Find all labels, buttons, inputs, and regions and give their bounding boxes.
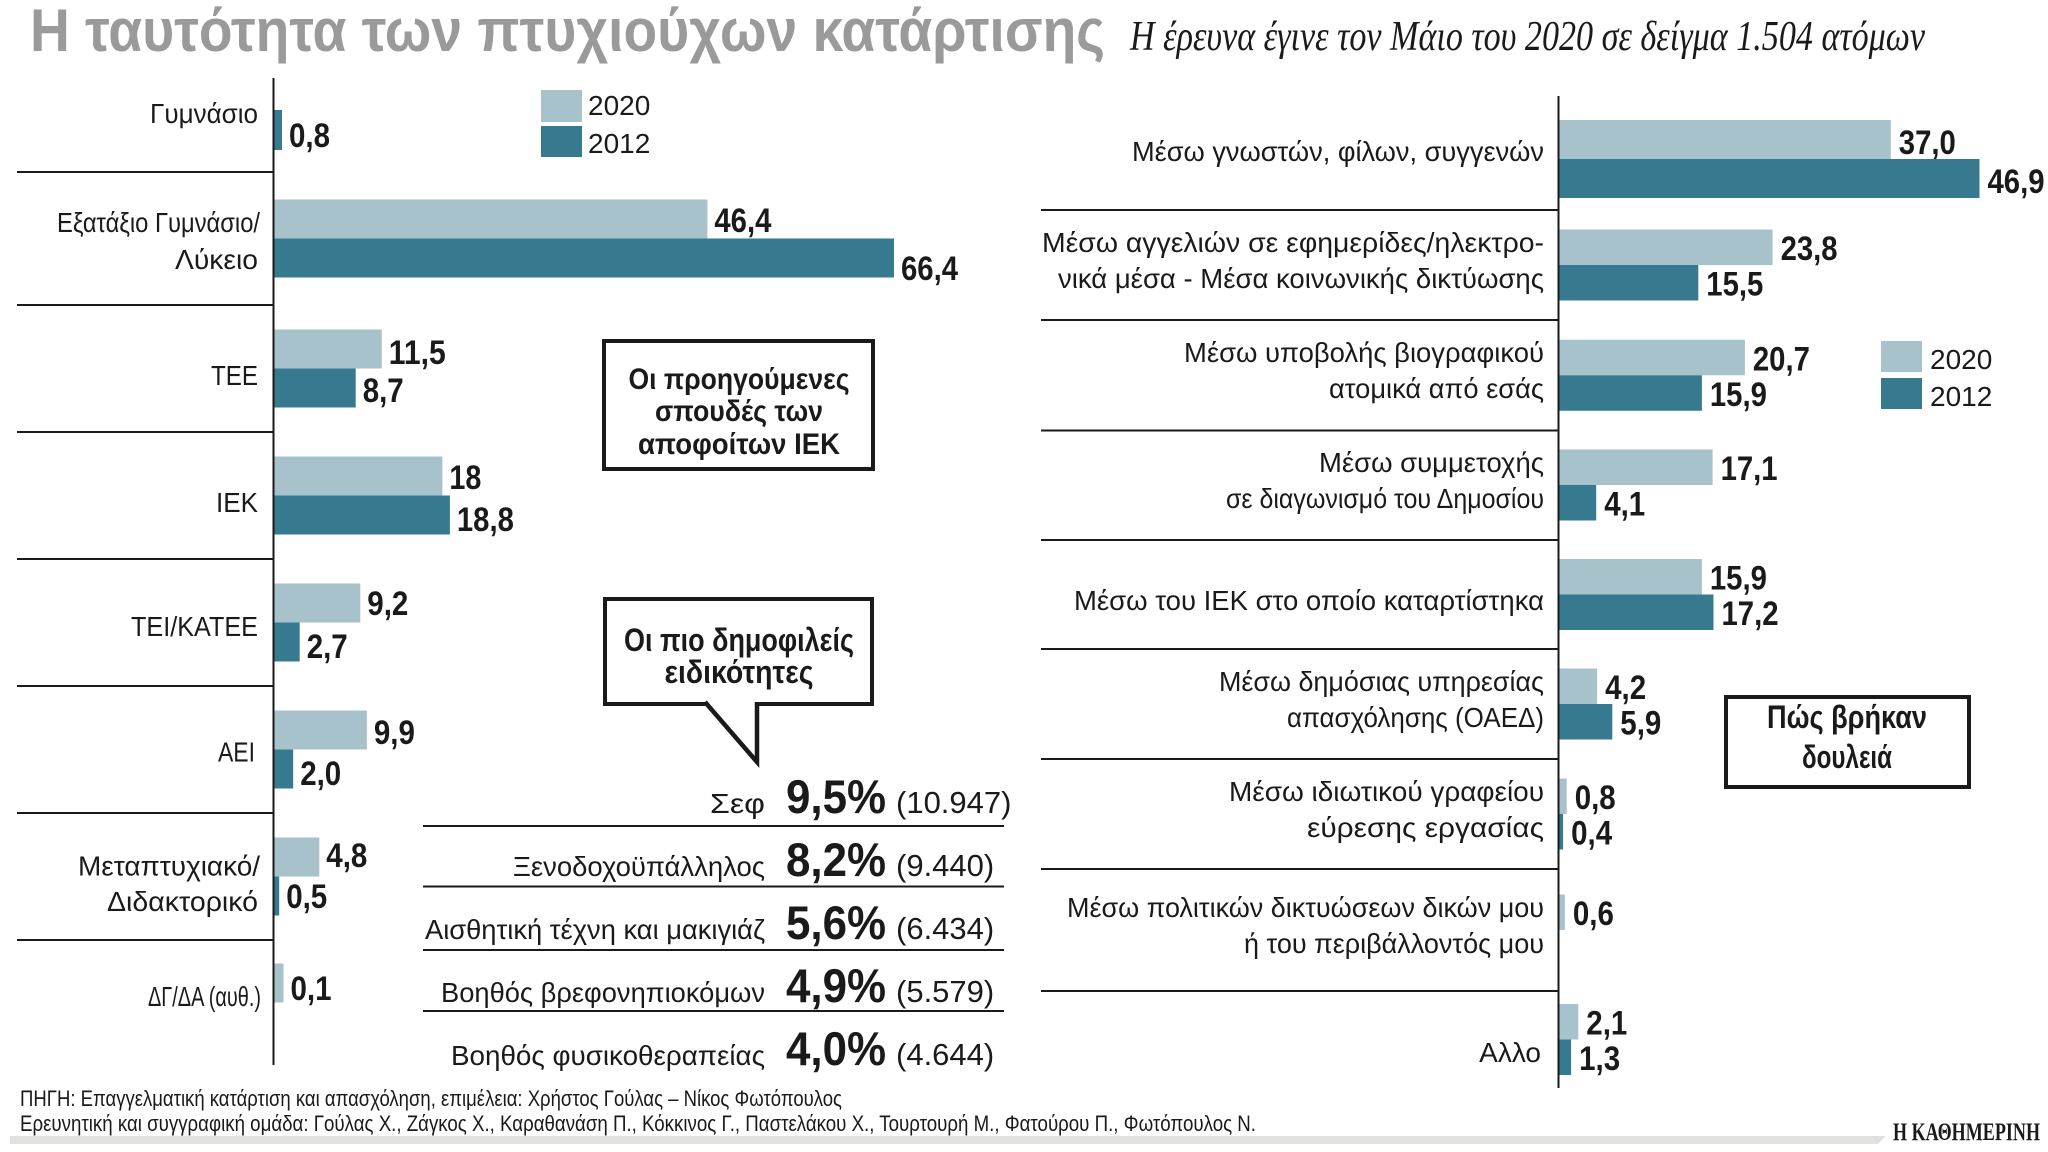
svg-text:Ξενοδοχοϋπάλληλος: Ξενοδοχοϋπάλληλος [513,851,765,882]
svg-text:αποφοίτων ΙΕΚ: αποφοίτων ΙΕΚ [638,428,840,461]
svg-text:Οι πιο δημοφιλείς: Οι πιο δημοφιλείς [624,622,854,658]
svg-text:0,8: 0,8 [1575,779,1616,817]
svg-text:9,5%: 9,5% [786,770,886,823]
svg-text:4,8: 4,8 [326,837,367,875]
svg-text:2020: 2020 [588,90,650,121]
svg-text:2012: 2012 [588,128,650,159]
svg-text:ΠΗΓΗ: Επαγγελματική κατάρτιση: ΠΗΓΗ: Επαγγελματική κατάρτιση και απασχό… [20,1086,842,1111]
svg-text:4,9%: 4,9% [786,959,886,1012]
svg-text:2012: 2012 [1930,381,1992,412]
svg-text:(6.434): (6.434) [896,911,994,946]
svg-text:ατομικά από εσάς: ατομικά από εσάς [1329,373,1544,404]
svg-text:11,5: 11,5 [389,334,446,372]
svg-text:8,7: 8,7 [363,372,404,410]
svg-text:Βοηθός φυσικοθεραπείας: Βοηθός φυσικοθεραπείας [451,1040,765,1071]
svg-text:(9.440): (9.440) [896,848,994,883]
svg-text:15,9: 15,9 [1710,560,1767,598]
svg-text:ΔΓ/ΔΑ (αυθ.): ΔΓ/ΔΑ (αυθ.) [148,981,261,1012]
svg-text:δουλειά: δουλειά [1802,739,1892,775]
svg-text:Μέσω αγγελιών σε εφημερίδες/ηλ: Μέσω αγγελιών σε εφημερίδες/ηλεκτρο- [1042,227,1544,258]
svg-text:Μέσω συμμετοχής: Μέσω συμμετοχής [1319,447,1544,478]
svg-text:17,1: 17,1 [1721,450,1778,488]
svg-text:Ερευνητική και συγγραφική ομάδ: Ερευνητική και συγγραφική ομάδα: Γούλας … [20,1111,1256,1136]
svg-text:Γυμνάσιο: Γυμνάσιο [150,98,258,129]
svg-text:1,3: 1,3 [1579,1040,1620,1078]
svg-text:2020: 2020 [1930,344,1992,375]
svg-text:5,9: 5,9 [1620,705,1661,743]
svg-text:σπουδές των: σπουδές των [655,395,823,428]
svg-text:(4.644): (4.644) [896,1037,994,1072]
svg-text:46,4: 46,4 [714,202,771,240]
svg-text:2,1: 2,1 [1586,1005,1627,1043]
svg-text:17,2: 17,2 [1722,595,1779,633]
svg-text:4,2: 4,2 [1605,669,1646,707]
svg-text:20,7: 20,7 [1753,340,1810,378]
svg-text:Μεταπτυχιακό/: Μεταπτυχιακό/ [78,851,260,882]
svg-text:Μέσω δημόσιας υπηρεσίας: Μέσω δημόσιας υπηρεσίας [1219,666,1544,697]
svg-text:18: 18 [449,459,481,497]
svg-text:Διδακτορικό: Διδακτορικό [107,886,258,917]
svg-text:απασχόλησης (ΟΑΕΔ): απασχόλησης (ΟΑΕΔ) [1287,702,1544,733]
svg-text:15,9: 15,9 [1710,376,1767,414]
svg-text:Πώς βρήκαν: Πώς βρήκαν [1767,699,1927,735]
svg-text:5,6%: 5,6% [786,896,886,949]
svg-text:Μέσω υποβολής βιογραφικού: Μέσω υποβολής βιογραφικού [1184,337,1544,368]
svg-text:37,0: 37,0 [1899,124,1956,162]
svg-text:ΤΕΙ/ΚΑΤΕΕ: ΤΕΙ/ΚΑΤΕΕ [131,611,258,642]
svg-text:σε διαγωνισμό του Δημοσίου: σε διαγωνισμό του Δημοσίου [1226,483,1544,514]
svg-text:εύρεσης εργασίας: εύρεσης εργασίας [1307,812,1544,843]
svg-text:0,6: 0,6 [1573,895,1614,933]
svg-text:15,5: 15,5 [1706,266,1763,304]
svg-text:(10.947): (10.947) [896,785,1011,820]
svg-text:9,2: 9,2 [367,585,408,623]
svg-text:2,7: 2,7 [307,628,348,666]
svg-text:Αισθητική τέχνη και μακιγιάζ: Αισθητική τέχνη και μακιγιάζ [425,914,765,945]
svg-text:Εξατάξιο Γυμνάσιο/: Εξατάξιο Γυμνάσιο/ [57,207,260,238]
svg-text:ή του περιβάλλοντός μου: ή του περιβάλλοντός μου [1244,928,1544,959]
svg-text:Η ταυτότητα των πτυχιούχων κατ: Η ταυτότητα των πτυχιούχων κατάρτισης [30,0,1105,64]
svg-text:Λύκειο: Λύκειο [175,244,258,275]
svg-text:66,4: 66,4 [901,250,958,288]
svg-text:46,9: 46,9 [1988,163,2045,201]
svg-text:Βοηθός βρεφονηπιοκόμων: Βοηθός βρεφονηπιοκόμων [441,977,765,1008]
svg-text:9,9: 9,9 [374,714,415,752]
svg-text:(5.579): (5.579) [896,974,994,1009]
svg-text:Μέσω του ΙΕΚ στο οποίο καταρτί: Μέσω του ΙΕΚ στο οποίο καταρτίστηκα [1074,585,1544,616]
svg-text:Μέσω γνωστών, φίλων, συγγενών: Μέσω γνωστών, φίλων, συγγενών [1132,136,1544,167]
svg-text:4,1: 4,1 [1604,486,1645,524]
svg-text:νικά μέσα - Μέσα κοινωνικής δι: νικά μέσα - Μέσα κοινωνικής δικτύωσης [1058,263,1544,294]
svg-text:ΙΕΚ: ΙΕΚ [216,487,258,518]
svg-text:8,2%: 8,2% [786,833,886,886]
svg-text:Η έρευνα έγινε τον Μάιο του 20: Η έρευνα έγινε τον Μάιο του 2020 σε δείγ… [1129,14,1925,60]
svg-text:ΑΕΙ: ΑΕΙ [218,737,255,768]
svg-text:Οι προηγούμενες: Οι προηγούμενες [629,363,850,396]
svg-text:0,8: 0,8 [289,117,330,155]
svg-text:23,8: 23,8 [1781,230,1838,268]
svg-text:18,8: 18,8 [457,501,514,539]
svg-text:0,5: 0,5 [286,878,327,916]
svg-text:0,4: 0,4 [1571,815,1612,853]
svg-text:ΤΕΕ: ΤΕΕ [211,360,258,391]
svg-text:Μέσω ιδιωτικού γραφείου: Μέσω ιδιωτικού γραφείου [1229,776,1544,807]
svg-text:ειδικότητες: ειδικότητες [665,654,814,690]
svg-text:Σεφ: Σεφ [710,788,765,819]
svg-text:Αλλο: Αλλο [1479,1037,1541,1068]
svg-text:2,0: 2,0 [300,755,341,793]
svg-text:Η ΚΑΘΗΜΕΡΙΝΗ: Η ΚΑΘΗΜΕΡΙΝΗ [1893,1119,2040,1146]
svg-text:Μέσω πολιτικών δικτυώσεων δικώ: Μέσω πολιτικών δικτυώσεων δικών μου [1067,892,1544,923]
svg-text:4,0%: 4,0% [786,1022,886,1075]
svg-text:0,1: 0,1 [291,970,332,1008]
